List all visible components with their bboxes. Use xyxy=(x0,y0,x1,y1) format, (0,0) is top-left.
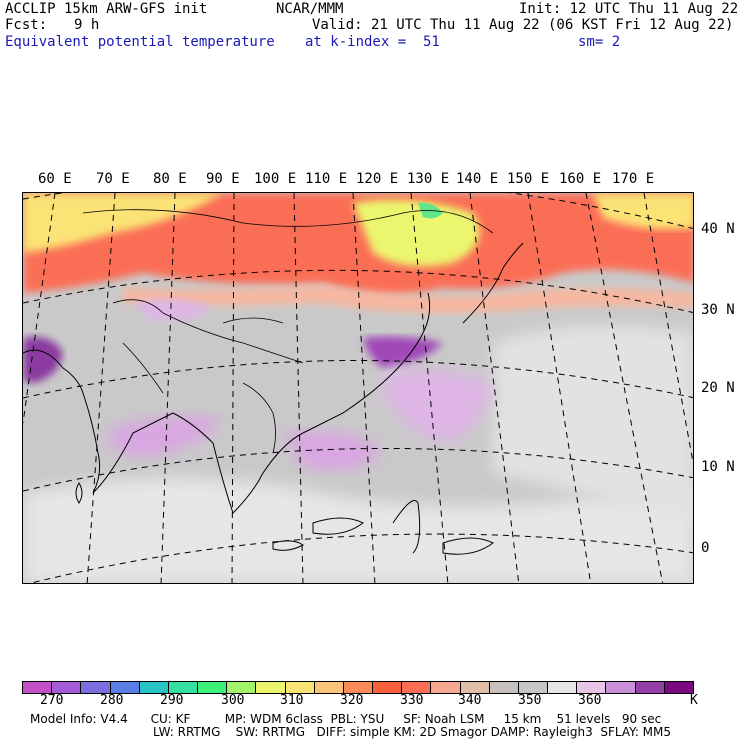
theta-e-peach-band xyxy=(123,285,693,314)
latitude-label: 0 xyxy=(701,540,710,556)
colorbar-swatch xyxy=(518,682,549,693)
forecast-label: Fcst: xyxy=(5,17,48,33)
colorbar-swatch xyxy=(373,682,403,693)
colorbar-swatch xyxy=(139,682,169,693)
latitude-label: 10 N xyxy=(701,459,735,475)
theta-e-yellow-north xyxy=(353,199,480,267)
colorbar-swatch xyxy=(81,682,111,693)
longitude-label: 80 E xyxy=(153,171,187,187)
colorbar-tick-label: 300 xyxy=(221,693,245,708)
theta-e-yellow-west xyxy=(23,193,223,253)
colorbar-swatch xyxy=(52,682,82,693)
colorbar-tick-label: 280 xyxy=(100,693,124,708)
colorbar-tick-label: 330 xyxy=(400,693,424,708)
longitude-label: 60 E xyxy=(38,171,72,187)
colorbar-unit: K xyxy=(690,693,698,708)
longitude-label: 120 E xyxy=(356,171,399,187)
colorbar-tick-label: 360 xyxy=(578,693,602,708)
map-panel xyxy=(22,192,694,584)
longitude-label: 170 E xyxy=(612,171,655,187)
colorbar-swatch xyxy=(431,682,461,693)
longitude-label: 160 E xyxy=(559,171,602,187)
colorbar-swatch xyxy=(198,682,228,693)
colorbar-swatch xyxy=(256,682,286,693)
model-info-line1: Model Info: V4.4 CU: KF MP: WDM 6class P… xyxy=(30,712,662,726)
country-borders xyxy=(82,209,494,454)
valid-time: Valid: 21 UTC Thu 11 Aug 22 (06 KST Fri … xyxy=(312,17,734,33)
colorbar-swatch xyxy=(664,682,693,693)
colorbar-swatch xyxy=(606,682,636,693)
model-title: ACCLIP 15km ARW-GFS init xyxy=(5,1,208,17)
colorbar-swatch xyxy=(110,682,140,693)
colorbar xyxy=(22,681,694,694)
colorbar-swatch xyxy=(577,682,607,693)
coastlines xyxy=(23,242,524,555)
theta-e-light-band xyxy=(23,478,693,583)
init-time: Init: 12 UTC Thu 11 Aug 22 xyxy=(519,1,739,17)
parallel-lines xyxy=(23,193,693,583)
longitude-label: 110 E xyxy=(305,171,348,187)
map-canvas xyxy=(23,193,693,583)
colorbar-tick-label: 310 xyxy=(280,693,304,708)
colorbar-swatch xyxy=(168,682,199,693)
theta-e-yellow-east xyxy=(593,193,693,230)
model-info-line2: LW: RRTMG SW: RRTMG DIFF: simple KM: 2D … xyxy=(153,725,672,739)
latitude-label: 30 N xyxy=(701,302,735,318)
colorbar-swatch xyxy=(548,682,578,693)
level-index: at k-index = 51 xyxy=(305,34,440,50)
colorbar-swatch xyxy=(285,682,315,693)
theta-e-lilac-scs xyxy=(283,430,383,471)
colorbar-swatch xyxy=(402,682,432,693)
colorbar-swatch xyxy=(314,682,344,693)
latitude-label: 20 N xyxy=(701,380,735,396)
forecast-hour: 9 h xyxy=(74,17,100,33)
center-label: NCAR/MMM xyxy=(276,1,344,17)
longitude-label: 130 E xyxy=(407,171,450,187)
field-name: Equivalent potential temperature xyxy=(5,34,275,50)
colorbar-swatch xyxy=(460,682,490,693)
colorbar-swatch xyxy=(635,682,665,693)
latitude-label: 40 N xyxy=(701,221,735,237)
theta-e-lilac-pacific xyxy=(383,369,493,443)
theta-e-lilac-himalaya xyxy=(133,299,213,322)
smoothing-value: sm= 2 xyxy=(578,34,621,50)
colorbar-tick-label: 270 xyxy=(40,693,64,708)
colorbar-swatch xyxy=(227,682,257,693)
colorbar-tick-label: 340 xyxy=(458,693,482,708)
colorbar-swatch xyxy=(489,682,519,693)
longitude-label: 90 E xyxy=(206,171,240,187)
colorbar-swatch xyxy=(343,682,374,693)
longitude-label: 150 E xyxy=(507,171,550,187)
colorbar-tick-label: 290 xyxy=(160,693,184,708)
longitude-label: 100 E xyxy=(254,171,297,187)
longitude-label: 140 E xyxy=(456,171,499,187)
theta-e-light-pacific xyxy=(493,325,693,523)
colorbar-tick-label: 350 xyxy=(518,693,542,708)
theta-e-purple-yellowsea xyxy=(363,336,443,368)
longitude-label: 70 E xyxy=(96,171,130,187)
colorbar-tick-label: 320 xyxy=(340,693,364,708)
meridian-lines xyxy=(23,193,693,583)
colorbar-swatch xyxy=(23,682,53,693)
theta-e-warm-band xyxy=(23,193,693,295)
